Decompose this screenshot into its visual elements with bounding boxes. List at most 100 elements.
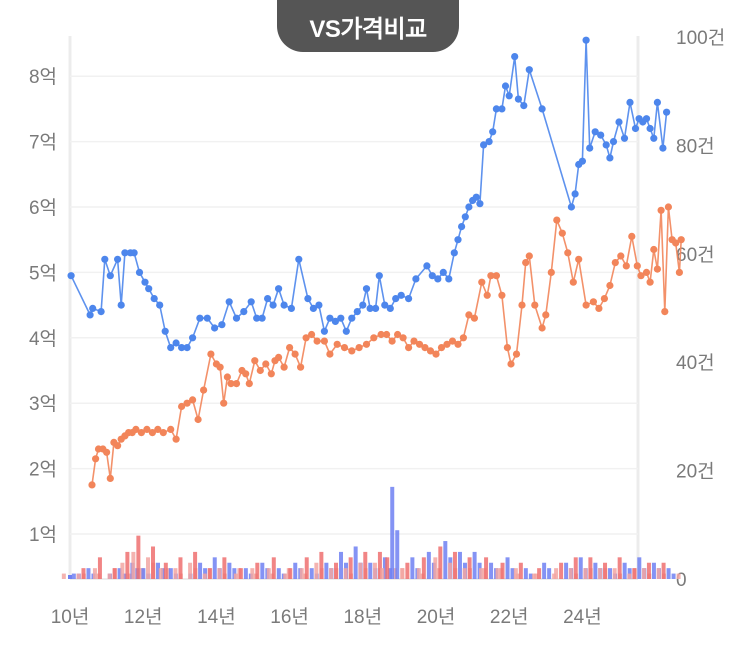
y-right-tick-label: 60건 [676,244,715,266]
volume-bar-pink [283,573,288,579]
volume-bar-blue [212,557,217,579]
volume-bar-red [222,557,227,579]
blue-series-point [392,295,400,303]
blue-series-point [232,314,241,322]
orange-series-point [232,380,241,388]
orange-series-point [216,363,224,371]
volume-bar-red [348,557,353,579]
blue-series-point [642,115,651,123]
volume-bar-red [500,562,505,579]
volume-bar-blue [593,562,598,579]
volume-bar-blue [426,551,431,579]
blue-series-point [480,141,488,149]
orange-series-point [582,301,590,309]
volume-bar-pink [120,562,125,579]
blue-series-point [626,98,634,106]
blue-series-point [331,317,339,325]
orange-series-point [183,399,191,407]
volume-bar-blue [457,551,462,579]
volume-bar-red [467,557,472,579]
orange-series-point [172,435,180,443]
volume-bar-blue [324,562,329,579]
blue-series-point [253,314,261,322]
orange-series-point [340,344,349,352]
blue-series-point [309,304,317,312]
volume-bar-red [405,562,410,579]
y-left-tick-label: 6억 [29,197,57,219]
blue-series-point [405,295,413,303]
blue-series-point [511,53,519,61]
volume-bar-pink [392,568,397,579]
blue-series-point [571,190,579,198]
orange-series-point [512,350,521,358]
volume-bar-blue [564,562,569,579]
volume-bar-pink [158,568,163,579]
orange-series-point [487,272,495,280]
blue-series-point [591,128,599,136]
orange-series-point [410,337,418,345]
y-left-tick-label: 3억 [29,393,57,415]
orange-series-point [518,301,526,309]
volume-bar-pink [250,568,255,579]
orange-series-point [564,249,572,257]
volume-bar-red [518,562,523,579]
orange-series-point [531,301,539,309]
volume-bar-blue [395,530,400,579]
volume-bar-pink [107,573,112,579]
volume-bar-blue [627,568,632,579]
volume-bar-blue [198,562,203,579]
orange-series-point [362,340,371,348]
volume-bar-blue [203,568,208,579]
volume-bar-red [304,557,309,579]
orange-series-point [542,311,550,319]
y-left-tick-label: 5억 [29,262,57,284]
blue-series-point [458,223,466,231]
blue-series-point [178,344,186,352]
blue-series-point [258,314,266,322]
volume-bar-blue [510,568,515,579]
orange-series-point [394,330,402,339]
orange-series-point [220,399,228,407]
volume-bar-blue [141,568,146,579]
orange-series-point [103,448,111,456]
volume-bar-red [193,551,198,579]
blue-series-point [295,255,303,263]
blue-series-point [501,82,510,90]
orange-series-point [88,481,96,489]
volume-bar-blue [161,568,166,579]
volume-bar-pink [380,568,385,579]
blue-series-point [183,344,191,352]
blue-series-point [247,298,255,306]
volume-bar-blue [472,551,477,579]
blue-series-point [609,138,618,146]
volume-bar-pink [202,573,207,579]
blue-series-point [472,193,480,201]
orange-series-point [256,366,264,375]
blue-series-point [606,154,614,162]
orange-series-point [275,353,283,361]
orange-series-point [672,239,680,247]
volume-bar-blue [156,562,161,579]
orange-series-point [207,350,215,358]
volume-bar-blue [243,568,248,579]
blue-series-point [386,304,394,312]
volume-bar-blue [122,573,127,579]
blue-series-point [454,236,462,244]
volume-bar-blue [666,568,671,579]
volume-bar-pink [532,573,537,579]
orange-series-point [320,337,328,345]
volume-bar-red [81,568,86,579]
blue-series-point [130,249,138,257]
blue-series-point [461,213,469,221]
volume-bar-pink [400,568,405,579]
orange-series-point [650,245,658,254]
blue-series-point [275,285,283,293]
volume-bar-pink [447,562,452,579]
orange-series-point [606,281,614,290]
volume-bar-pink [358,562,363,579]
vs-compare-toggle[interactable]: VS가격비교 [277,0,459,52]
orange-series-point [657,206,665,214]
volume-bar-blue [578,557,583,579]
volume-bar-red [438,546,443,579]
